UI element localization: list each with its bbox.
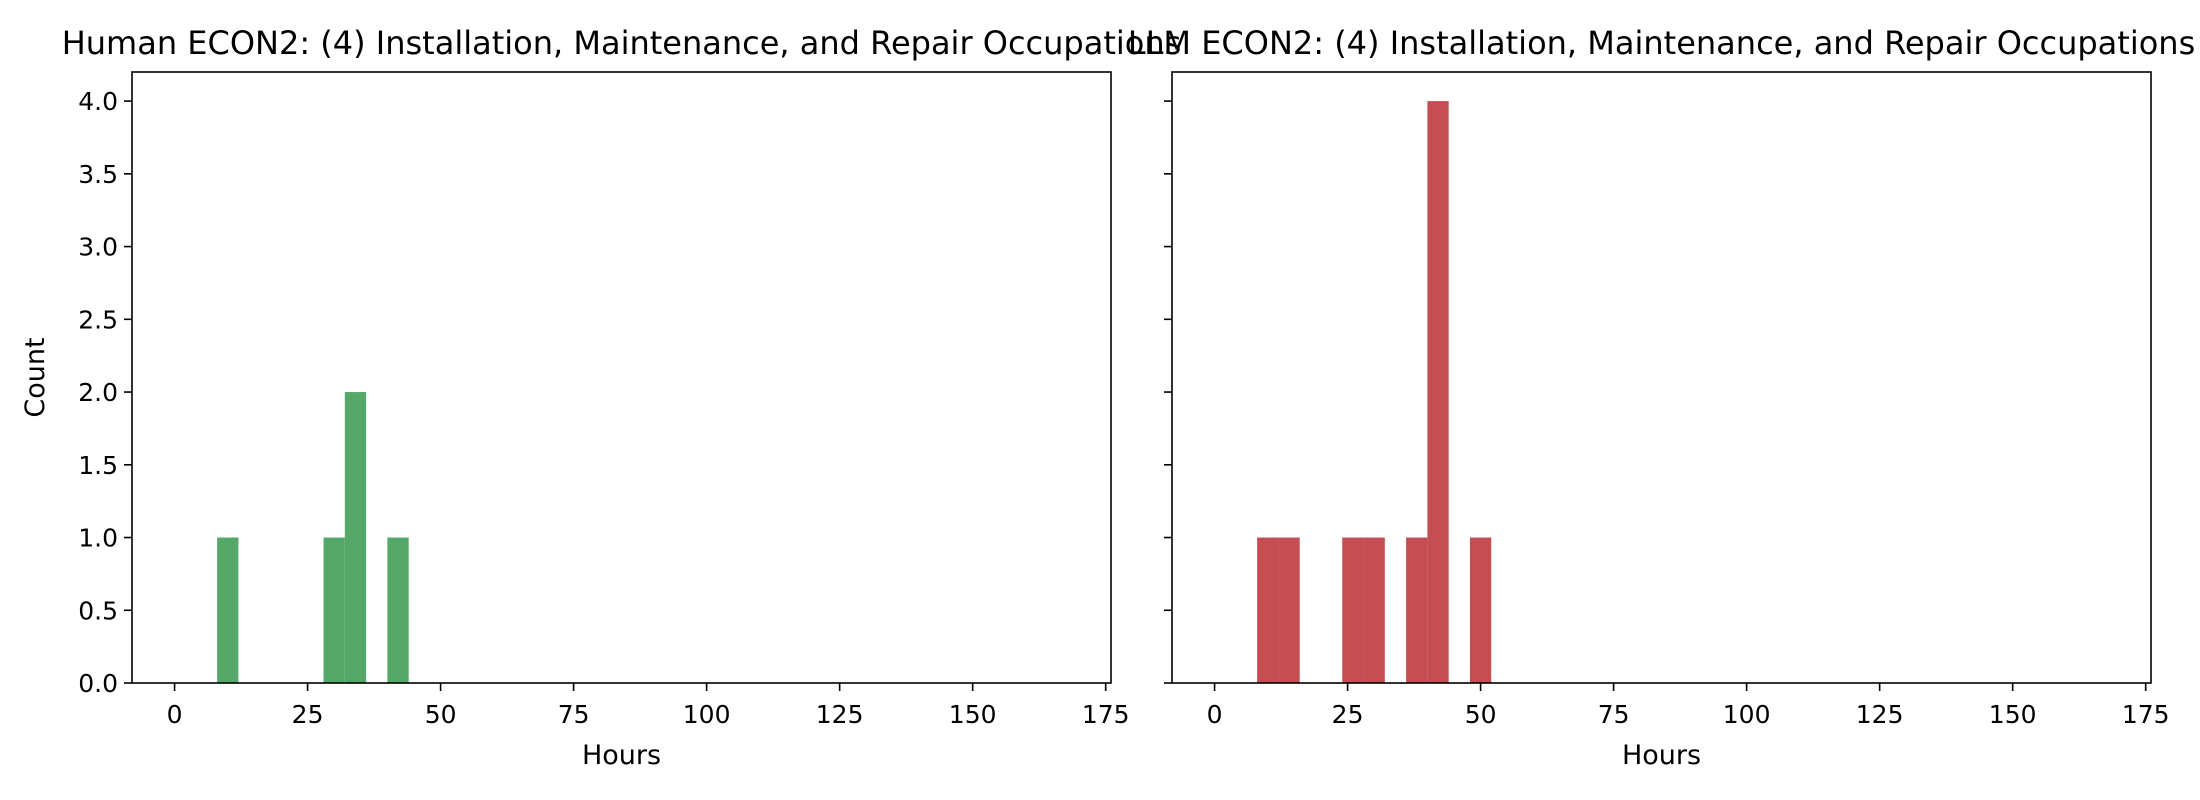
human-y-tick-label: 3.0 [78,233,118,262]
human-histogram-panel: 0 25 50 75 100 125 150 175 0.0 0.5 1.0 1.5 2.0 2.5 3.0… [20,24,1181,771]
llm-x-tick-label: 125 [1856,700,1904,729]
llm-chart-title: LLM ECON2: (4) Installation, Maintenance… [1128,24,2195,62]
human-y-tick-label: 0.0 [78,669,118,698]
human-y-tick-label: 1.0 [78,524,118,553]
llm-bar [1342,537,1364,683]
llm-bar [1427,101,1449,684]
human-x-tick-label: 100 [683,700,731,729]
human-y-tick-label: 2.5 [78,305,118,334]
llm-bar [1278,537,1300,683]
human-y-tick-label: 0.5 [78,596,118,625]
llm-x-tick-label: 150 [1989,700,2037,729]
llm-bar [1257,537,1279,683]
human-bar [217,537,239,683]
human-bar [387,537,409,683]
llm-axes-frame [1171,71,2152,684]
human-y-tick-label: 4.0 [78,87,118,116]
human-chart-title: Human ECON2: (4) Installation, Maintenan… [62,24,1182,62]
llm-x-tick-label: 50 [1465,700,1497,729]
llm-x-tick-label: 175 [2122,700,2170,729]
llm-x-tick-label: 25 [1332,700,1364,729]
human-y-tick-label: 3.5 [78,160,118,189]
human-x-tick-label: 0 [167,700,183,729]
llm-histogram-panel: 0 25 50 75 100 125 150 175 LLM ECON2: (4) Instal… [1128,24,2195,771]
human-bar [323,537,345,683]
llm-bar [1469,537,1492,683]
human-x-tick-label: 50 [425,700,457,729]
human-x-tick-label: 150 [949,700,997,729]
llm-bar [1363,537,1385,683]
human-x-tick-label: 75 [558,700,590,729]
human-x-tick-label: 25 [292,700,324,729]
human-x-tick-label: 175 [1082,700,1130,729]
llm-x-axis-label: Hours [1622,740,1701,771]
llm-x-tick-label: 75 [1598,700,1630,729]
human-y-tick-label: 1.5 [78,451,118,480]
human-x-axis-label: Hours [582,740,661,771]
human-y-axis-label: Count [20,337,51,417]
human-bar [344,392,367,683]
human-axes-frame [131,71,1112,684]
llm-x-tick-label: 100 [1723,700,1771,729]
llm-bar [1406,537,1428,683]
llm-x-tick-label: 0 [1207,700,1223,729]
human-x-tick-label: 125 [816,700,864,729]
human-y-tick-label: 2.0 [78,378,118,407]
